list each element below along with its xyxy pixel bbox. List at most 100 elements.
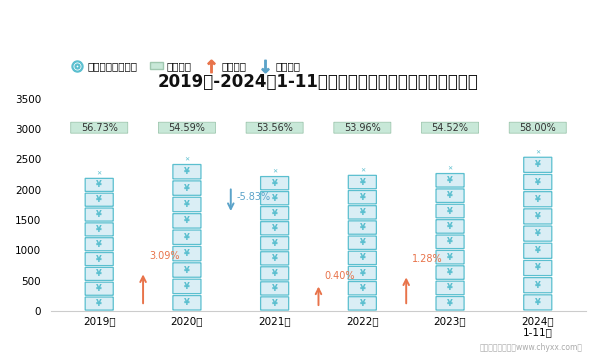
Text: ¥: ¥ [184,298,190,307]
Text: ¥: ¥ [359,284,365,293]
FancyBboxPatch shape [421,122,478,133]
Text: ¥: ¥ [447,299,453,308]
Text: ¥: ¥ [96,180,102,189]
FancyBboxPatch shape [85,223,113,236]
FancyBboxPatch shape [261,282,288,295]
Text: ¥: ¥ [447,222,453,231]
Text: 3.09%: 3.09% [149,251,180,261]
FancyBboxPatch shape [436,250,464,264]
FancyBboxPatch shape [261,252,288,265]
FancyBboxPatch shape [349,266,376,280]
Text: ✕: ✕ [97,172,102,177]
FancyBboxPatch shape [173,263,201,277]
FancyBboxPatch shape [261,192,288,205]
FancyBboxPatch shape [436,189,464,203]
FancyBboxPatch shape [173,279,201,294]
FancyBboxPatch shape [523,157,552,172]
FancyBboxPatch shape [349,206,376,219]
Text: ¥: ¥ [96,225,102,234]
Text: ¥: ¥ [272,209,278,218]
FancyBboxPatch shape [349,176,376,189]
FancyBboxPatch shape [349,251,376,265]
Text: ¥: ¥ [184,249,190,258]
FancyBboxPatch shape [436,281,464,295]
Text: ✕: ✕ [360,168,365,173]
Text: 56.73%: 56.73% [81,123,118,133]
Text: ¥: ¥ [359,193,365,202]
FancyBboxPatch shape [436,297,464,310]
FancyBboxPatch shape [85,238,113,251]
Text: 53.56%: 53.56% [256,123,293,133]
FancyBboxPatch shape [523,192,552,207]
FancyBboxPatch shape [173,164,201,179]
Text: ¥: ¥ [359,208,365,217]
FancyBboxPatch shape [523,209,552,224]
FancyBboxPatch shape [523,295,552,310]
FancyBboxPatch shape [436,173,464,187]
Text: ¥: ¥ [535,263,541,272]
Text: 58.00%: 58.00% [519,123,556,133]
Text: ¥: ¥ [535,298,541,307]
FancyBboxPatch shape [349,221,376,234]
FancyBboxPatch shape [261,222,288,235]
Text: ¥: ¥ [535,212,541,221]
Text: ¥: ¥ [184,266,190,274]
Text: ¥: ¥ [535,246,541,255]
Text: ✕: ✕ [185,158,189,163]
FancyBboxPatch shape [85,297,113,310]
FancyBboxPatch shape [334,122,391,133]
FancyBboxPatch shape [523,278,552,293]
Text: ¥: ¥ [359,223,365,232]
Text: 53.96%: 53.96% [344,123,380,133]
Text: ✕: ✕ [447,167,453,172]
FancyBboxPatch shape [71,122,128,133]
Text: ¥: ¥ [96,240,102,249]
Title: 2019年-2024年1-11月河南省累计原保险保费收入统计图: 2019年-2024年1-11月河南省累计原保险保费收入统计图 [158,73,479,91]
Text: ¥: ¥ [272,224,278,233]
Text: ¥: ¥ [272,194,278,203]
Text: -5.83%: -5.83% [237,193,271,203]
FancyBboxPatch shape [523,226,552,241]
Text: ¥: ¥ [96,255,102,263]
FancyBboxPatch shape [261,206,288,220]
Text: ¥: ¥ [447,206,453,215]
Text: ¥: ¥ [96,195,102,204]
Text: ¥: ¥ [96,299,102,308]
FancyBboxPatch shape [261,177,288,190]
Text: ¥: ¥ [184,282,190,291]
FancyBboxPatch shape [349,282,376,295]
FancyBboxPatch shape [261,297,288,310]
Text: ¥: ¥ [447,268,453,277]
Text: ¥: ¥ [535,229,541,238]
Text: ¥: ¥ [359,253,365,262]
FancyBboxPatch shape [173,214,201,228]
FancyBboxPatch shape [523,243,552,258]
Text: ¥: ¥ [447,283,453,292]
FancyBboxPatch shape [173,246,201,261]
Text: ¥: ¥ [535,195,541,204]
FancyBboxPatch shape [85,178,113,192]
FancyBboxPatch shape [173,181,201,195]
Text: ¥: ¥ [184,216,190,225]
Text: ¥: ¥ [535,178,541,187]
FancyBboxPatch shape [349,236,376,250]
FancyBboxPatch shape [85,193,113,206]
FancyBboxPatch shape [436,204,464,218]
Text: ¥: ¥ [272,269,278,278]
FancyBboxPatch shape [173,197,201,212]
Text: ¥: ¥ [272,179,278,188]
Text: 1.28%: 1.28% [412,255,443,265]
Text: 0.40%: 0.40% [325,271,355,281]
FancyBboxPatch shape [509,122,566,133]
FancyBboxPatch shape [261,267,288,280]
FancyBboxPatch shape [85,267,113,281]
Text: ¥: ¥ [359,268,365,278]
Text: ¥: ¥ [535,160,541,169]
FancyBboxPatch shape [159,122,215,133]
Text: ¥: ¥ [96,210,102,219]
FancyBboxPatch shape [85,252,113,266]
Text: ¥: ¥ [184,200,190,209]
Text: ¥: ¥ [184,167,190,176]
FancyBboxPatch shape [173,230,201,245]
Text: ¥: ¥ [272,239,278,248]
